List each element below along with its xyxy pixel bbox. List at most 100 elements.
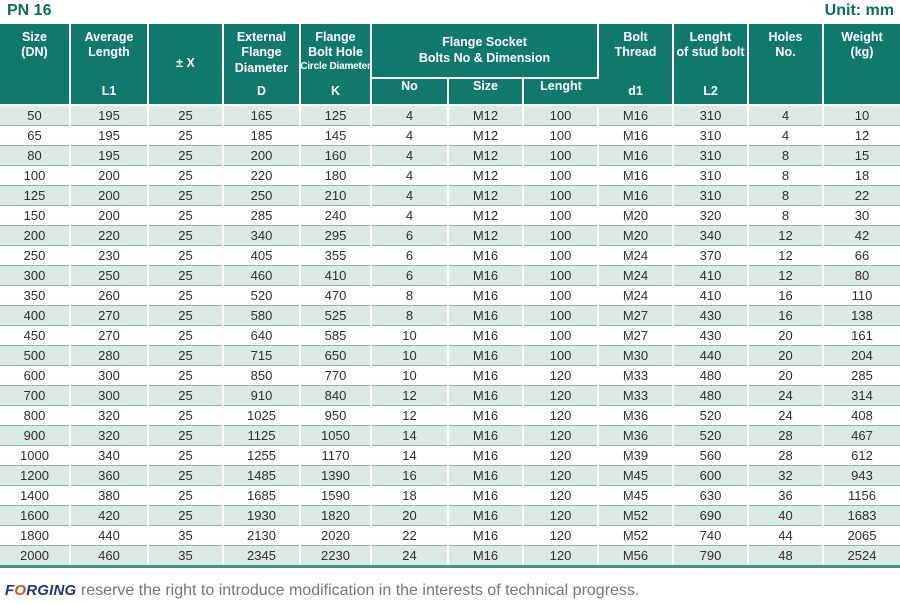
cell: M12 xyxy=(448,225,524,246)
cell: 800 xyxy=(0,405,71,426)
col-weight-label: Weight (kg) xyxy=(841,30,883,60)
cell: M12 xyxy=(448,104,524,126)
cell: 715 xyxy=(223,345,301,366)
cell: 100 xyxy=(523,125,599,146)
cell: 10 xyxy=(371,365,449,386)
cell: 340 xyxy=(70,445,149,466)
cell: 35 xyxy=(148,525,224,546)
cell: 25 xyxy=(148,505,224,526)
forging-logo-o: O xyxy=(14,582,27,599)
cell: 250 xyxy=(0,245,71,266)
cell: M16 xyxy=(448,305,524,326)
cell: 220 xyxy=(70,225,149,246)
cell: 4 xyxy=(748,125,824,146)
table-row: 300 250 25 460 410 6 M16 100 M24 410 12 80 xyxy=(0,265,900,286)
cell: M16 xyxy=(598,125,674,146)
cell: M16 xyxy=(448,325,524,346)
cell: 4 xyxy=(371,165,449,186)
cell: 25 xyxy=(148,245,224,266)
cell: M16 xyxy=(448,485,524,506)
cell: 65 xyxy=(0,125,71,146)
cell: 310 xyxy=(673,185,749,206)
footer-note: FORGING reserve the right to introduce m… xyxy=(5,582,895,600)
cell: 1000 xyxy=(0,445,71,466)
col-stud-bolt-label: Lenght of stud bolt xyxy=(676,30,745,60)
table-body: 50 195 25 165 125 4 M12 100 M16 310 4 10 65 195 25 185 1… xyxy=(0,104,900,568)
dimension-table: Size (DN) Average Length L1 ± X External… xyxy=(0,24,900,568)
cell: M45 xyxy=(598,465,674,486)
cell: 100 xyxy=(523,285,599,306)
table-row: 250 230 25 405 355 6 M16 100 M24 370 12 66 xyxy=(0,245,900,266)
cell: 2000 xyxy=(0,545,71,568)
cell: M16 xyxy=(448,405,524,426)
cell: M36 xyxy=(598,405,674,426)
cell: 6 xyxy=(371,245,449,266)
cell: 690 xyxy=(673,505,749,526)
cell: 8 xyxy=(748,145,824,166)
cell: 8 xyxy=(371,305,449,326)
cell: 12 xyxy=(748,245,824,266)
cell: 310 xyxy=(673,104,749,126)
cell: 360 xyxy=(70,465,149,486)
cell: 25 xyxy=(148,104,224,126)
cell: 1683 xyxy=(823,505,900,526)
cell: 20 xyxy=(748,345,824,366)
cell: 100 xyxy=(523,104,599,126)
cell: 16 xyxy=(371,465,449,486)
cell: M16 xyxy=(448,265,524,286)
cell: 600 xyxy=(673,465,749,486)
cell: 36 xyxy=(748,485,824,506)
cell: 25 xyxy=(148,405,224,426)
cell: 230 xyxy=(70,245,149,266)
cell: 25 xyxy=(148,425,224,446)
cell: 120 xyxy=(523,425,599,446)
cell: M33 xyxy=(598,365,674,386)
cell: 8 xyxy=(748,185,824,206)
cell: 2524 xyxy=(823,545,900,568)
cell: M12 xyxy=(448,145,524,166)
cell: 1600 xyxy=(0,505,71,526)
cell: 1025 xyxy=(223,405,301,426)
cell: 35 xyxy=(148,545,224,568)
cell: 28 xyxy=(748,445,824,466)
cell: M52 xyxy=(598,525,674,546)
cell: 66 xyxy=(823,245,900,266)
table-row: 125 200 25 250 210 4 M12 100 M16 310 8 22 xyxy=(0,185,900,206)
cell: 350 xyxy=(0,285,71,306)
cell: 100 xyxy=(523,345,599,366)
col-group-flange-socket-label: Flange Socket Bolts No & Dimension xyxy=(418,35,551,66)
cell: 480 xyxy=(673,385,749,406)
col-average-length-label: Average Length xyxy=(84,30,134,60)
cell: 500 xyxy=(0,345,71,366)
cell: 2345 xyxy=(223,545,301,568)
col-external-flange-diameter: External Flange Diameter D xyxy=(223,24,301,105)
cell: 195 xyxy=(70,145,149,166)
col-stud-bolt-length: Lenght of stud bolt L2 xyxy=(673,24,749,105)
cell: 355 xyxy=(300,245,372,266)
col-size-dn-label: Size (DN) xyxy=(21,30,48,60)
cell: M39 xyxy=(598,445,674,466)
cell: 310 xyxy=(673,125,749,146)
cell: M27 xyxy=(598,305,674,326)
cell: 740 xyxy=(673,525,749,546)
cell: 40 xyxy=(748,505,824,526)
cell: 18 xyxy=(371,485,449,506)
cell: 630 xyxy=(673,485,749,506)
col-tolerance-x-label: ± X xyxy=(176,56,195,71)
table-row: 350 260 25 520 470 8 M16 100 M24 410 16 110 xyxy=(0,285,900,306)
cell: 25 xyxy=(148,325,224,346)
cell: 1485 xyxy=(223,465,301,486)
cell: 408 xyxy=(823,405,900,426)
cell: 440 xyxy=(70,525,149,546)
cell: 25 xyxy=(148,445,224,466)
cell: 180 xyxy=(300,165,372,186)
cell: 120 xyxy=(523,365,599,386)
cell: 410 xyxy=(673,285,749,306)
cell: 6 xyxy=(371,225,449,246)
cell: 120 xyxy=(523,545,599,568)
cell: M45 xyxy=(598,485,674,506)
cell: 1390 xyxy=(300,465,372,486)
cell: M16 xyxy=(448,525,524,546)
cell: M16 xyxy=(448,345,524,366)
cell: 200 xyxy=(70,165,149,186)
